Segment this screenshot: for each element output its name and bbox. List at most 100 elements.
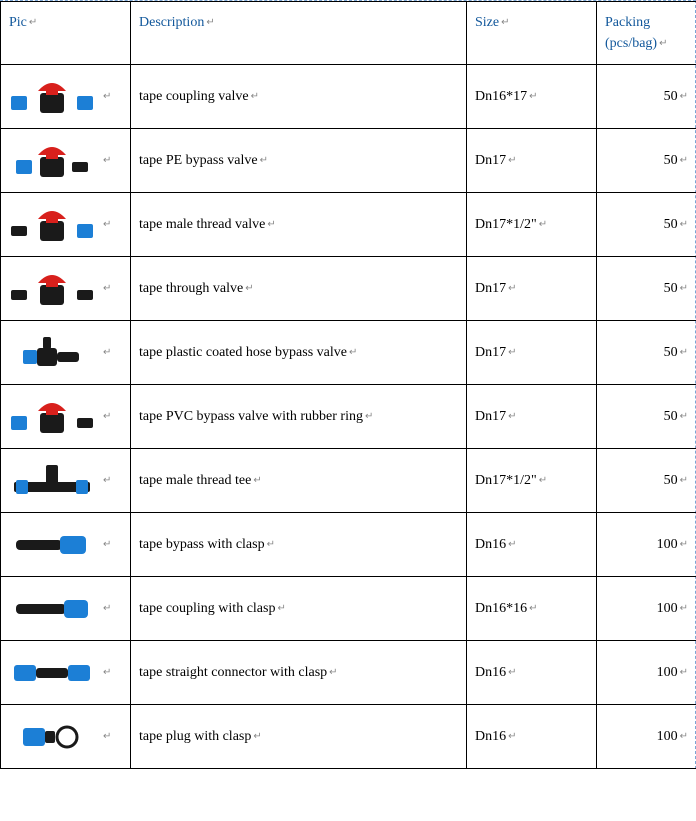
enter-mark: ↵ [103,539,111,550]
enter-mark: ↵ [29,17,37,28]
product-icon [7,327,97,379]
enter-mark: ↵ [253,731,261,742]
size-text: Dn16*17 [475,89,527,104]
enter-mark: ↵ [680,219,688,230]
description-text: tape coupling valve [139,89,249,104]
product-table: Pic↵ Description↵ Size↵ Packing (pcs/bag… [0,1,696,769]
packing-text: 50 [664,217,678,232]
product-icon [7,135,97,187]
size-cell: Dn17↵ [467,385,597,449]
size-text: Dn17 [475,409,506,424]
enter-mark: ↵ [508,539,516,550]
size-text: Dn16*16 [475,601,527,616]
product-icon [7,711,97,763]
packing-cell: 50↵ [597,129,696,193]
pic-cell: ↵ [1,577,131,641]
enter-mark: ↵ [508,155,516,166]
enter-mark: ↵ [508,347,516,358]
description-cell: tape plug with clasp↵ [131,705,467,769]
description-text: tape plug with clasp [139,729,251,744]
size-cell: Dn16↵ [467,705,597,769]
packing-text: 100 [657,601,678,616]
description-text: tape male thread valve [139,217,265,232]
size-cell: Dn17*1/2"↵ [467,193,597,257]
table-row: ↵tape straight connector with clasp↵Dn16… [1,641,696,705]
size-cell: Dn16↵ [467,641,597,705]
pic-cell: ↵ [1,321,131,385]
description-text: tape coupling with clasp [139,601,275,616]
size-cell: Dn17↵ [467,129,597,193]
enter-mark: ↵ [349,347,357,358]
description-cell: tape PE bypass valve↵ [131,129,467,193]
description-text: tape through valve [139,281,243,296]
enter-mark: ↵ [539,475,547,486]
size-cell: Dn16*16↵ [467,577,597,641]
product-icon [7,263,97,315]
enter-mark: ↵ [365,411,373,422]
enter-mark: ↵ [251,91,259,102]
description-cell: tape straight connector with clasp↵ [131,641,467,705]
description-cell: tape through valve↵ [131,257,467,321]
enter-mark: ↵ [508,731,516,742]
table-row: ↵tape PVC bypass valve with rubber ring↵… [1,385,696,449]
packing-cell: 50↵ [597,449,696,513]
enter-mark: ↵ [529,603,537,614]
enter-mark: ↵ [539,219,547,230]
enter-mark: ↵ [103,283,111,294]
enter-mark: ↵ [103,219,111,230]
enter-mark: ↵ [253,475,261,486]
description-cell: tape bypass with clasp↵ [131,513,467,577]
pic-cell: ↵ [1,641,131,705]
description-cell: tape male thread tee↵ [131,449,467,513]
packing-text: 50 [664,409,678,424]
enter-mark: ↵ [103,411,111,422]
enter-mark: ↵ [103,155,111,166]
size-text: Dn16 [475,665,506,680]
packing-text: 50 [664,89,678,104]
enter-mark: ↵ [659,38,667,49]
enter-mark: ↵ [680,347,688,358]
packing-text: 100 [657,665,678,680]
description-cell: tape coupling with clasp↵ [131,577,467,641]
product-icon [7,391,97,443]
packing-text: 50 [664,153,678,168]
packing-text: 100 [657,729,678,744]
table-row: ↵tape plug with clasp↵Dn16↵100↵ [1,705,696,769]
enter-mark: ↵ [501,17,509,28]
enter-mark: ↵ [680,91,688,102]
pic-cell: ↵ [1,705,131,769]
description-cell: tape PVC bypass valve with rubber ring↵ [131,385,467,449]
enter-mark: ↵ [245,283,253,294]
description-cell: tape coupling valve↵ [131,65,467,129]
product-icon [7,647,97,699]
header-pic: Pic↵ [1,2,131,65]
description-cell: tape male thread valve↵ [131,193,467,257]
packing-cell: 100↵ [597,705,696,769]
pic-cell: ↵ [1,449,131,513]
table-row: ↵tape coupling valve↵Dn16*17↵50↵ [1,65,696,129]
description-text: tape bypass with clasp [139,537,265,552]
packing-cell: 50↵ [597,257,696,321]
pic-cell: ↵ [1,129,131,193]
enter-mark: ↵ [103,347,111,358]
pic-cell: ↵ [1,193,131,257]
enter-mark: ↵ [680,411,688,422]
pic-cell: ↵ [1,513,131,577]
size-cell: Dn17*1/2"↵ [467,449,597,513]
header-row: Pic↵ Description↵ Size↵ Packing (pcs/bag… [1,2,696,65]
packing-cell: 100↵ [597,641,696,705]
enter-mark: ↵ [329,667,337,678]
size-text: Dn17 [475,281,506,296]
packing-cell: 100↵ [597,577,696,641]
enter-mark: ↵ [680,539,688,550]
size-cell: Dn17↵ [467,321,597,385]
product-icon [7,199,97,251]
enter-mark: ↵ [508,667,516,678]
product-icon [7,71,97,123]
packing-cell: 100↵ [597,513,696,577]
header-description: Description↵ [131,2,467,65]
table-row: ↵tape coupling with clasp↵Dn16*16↵100↵ [1,577,696,641]
enter-mark: ↵ [103,667,111,678]
header-size: Size↵ [467,2,597,65]
table-row: ↵tape bypass with clasp↵Dn16↵100↵ [1,513,696,577]
